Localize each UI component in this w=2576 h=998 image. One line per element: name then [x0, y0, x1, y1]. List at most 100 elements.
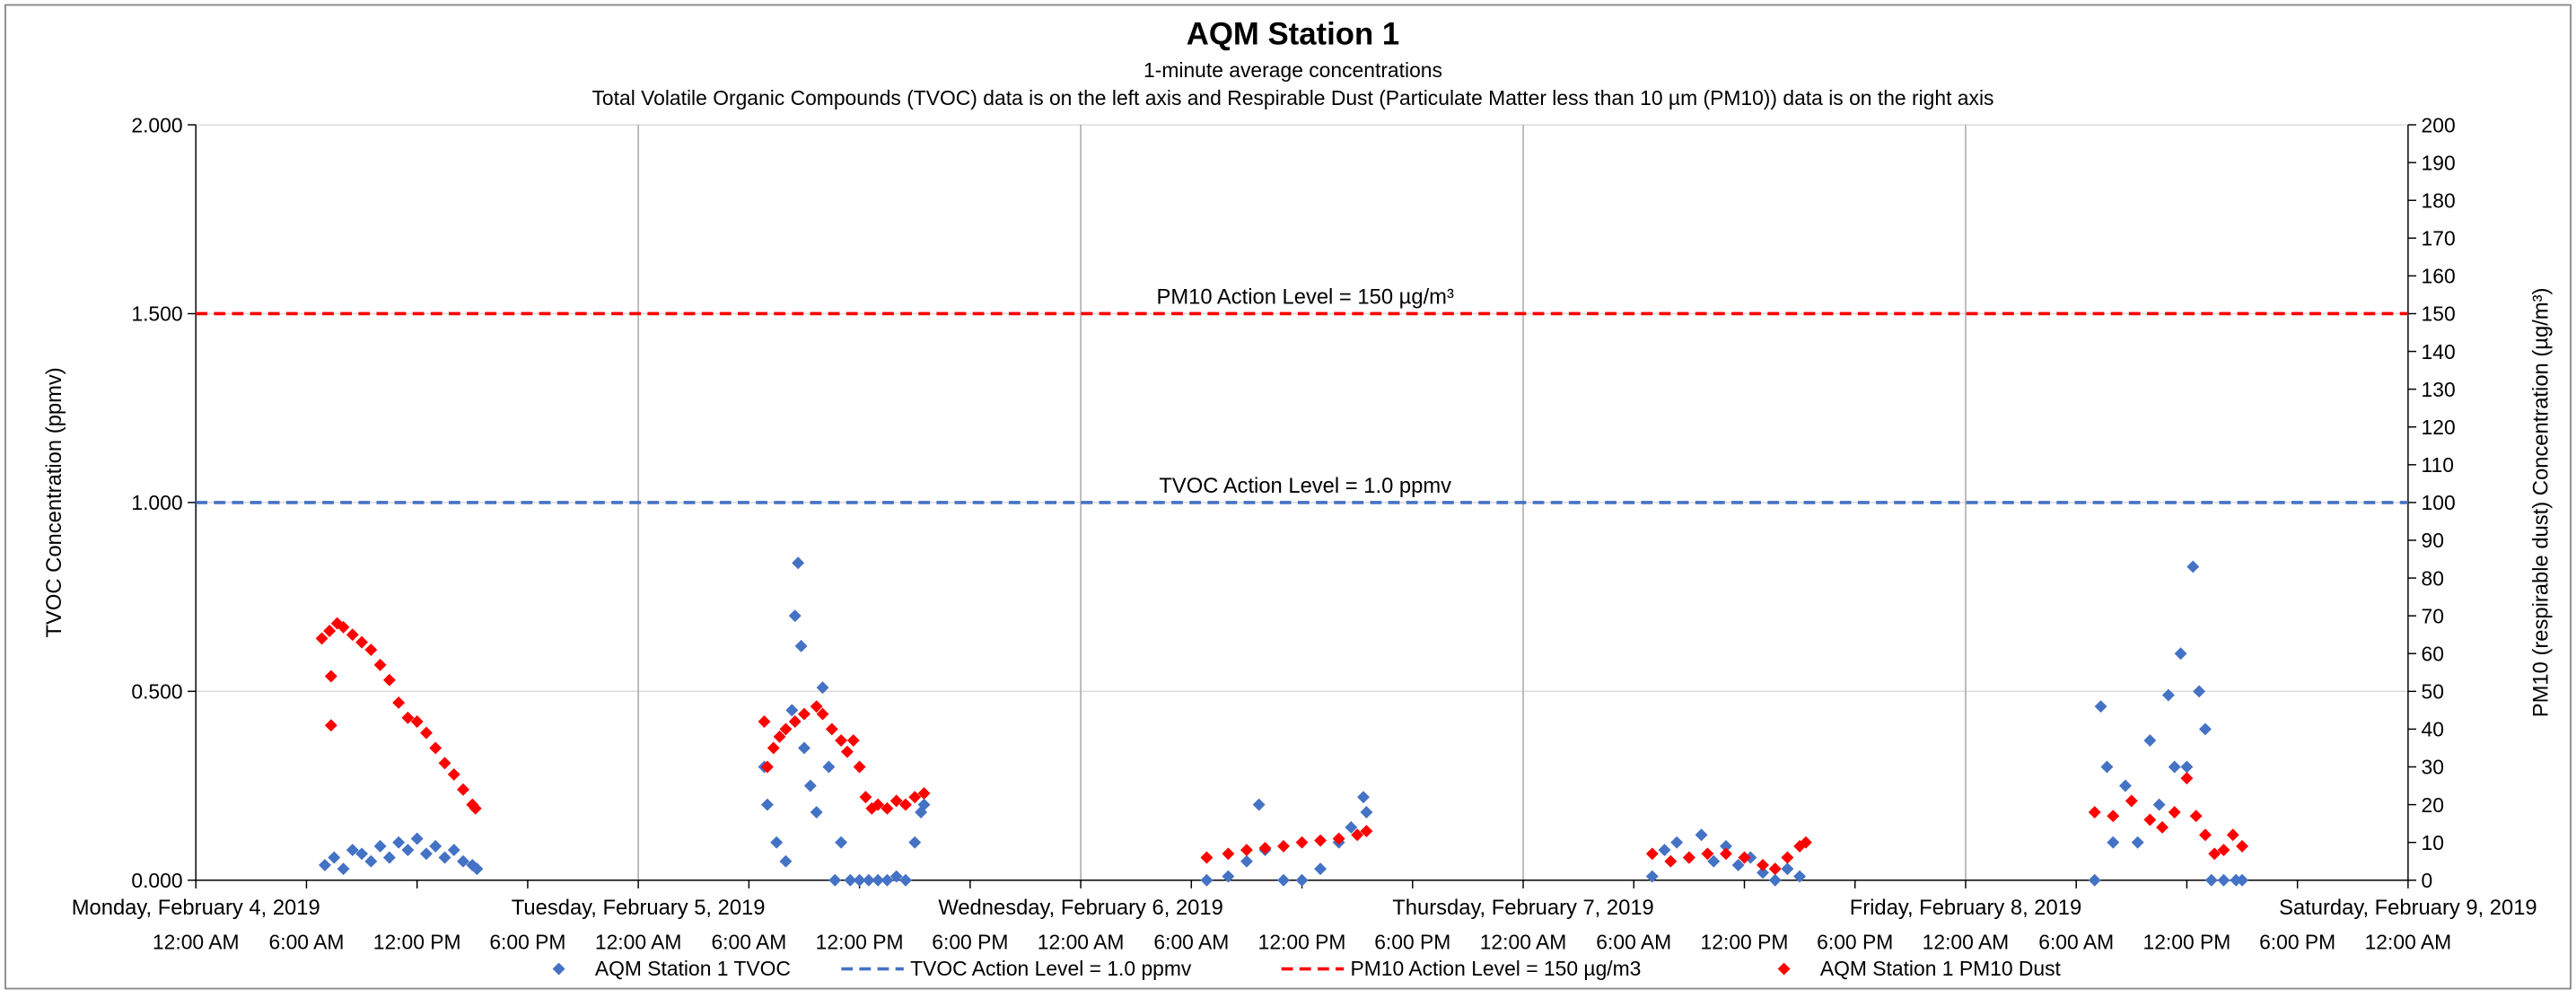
data-point	[457, 854, 469, 868]
data-point	[810, 700, 823, 713]
chart-note: Total Volatile Organic Compounds (TVOC) …	[591, 86, 1993, 109]
data-point	[419, 847, 433, 861]
data-point	[1357, 791, 1370, 804]
x-date-label: Monday, February 4, 2019	[72, 896, 320, 920]
data-point	[392, 836, 406, 849]
y2-tick-label: 90	[2422, 529, 2444, 552]
data-point	[2208, 847, 2221, 861]
x-tick-label: 6:00 AM	[2038, 931, 2114, 954]
data-point	[2152, 798, 2166, 811]
data-point	[2199, 828, 2212, 842]
data-point	[1719, 839, 1732, 853]
data-point	[881, 801, 894, 815]
data-point	[810, 806, 823, 819]
data-point	[1200, 851, 1214, 864]
x-tick-label: 6:00 PM	[489, 931, 565, 954]
y2-tick-label: 120	[2422, 416, 2456, 439]
data-point	[917, 787, 931, 800]
x-tick-label: 6:00 PM	[1374, 931, 1450, 954]
data-point	[770, 836, 784, 849]
x-tick-label: 12:00 AM	[1480, 931, 1567, 954]
data-point	[1277, 839, 1290, 853]
data-point	[410, 715, 424, 728]
data-point	[2168, 806, 2181, 819]
x-tick-label: 12:00 AM	[1923, 931, 2010, 954]
data-point	[1658, 844, 1671, 857]
legend-label: TVOC Action Level = 1.0 ppmv	[910, 957, 1192, 980]
data-point	[1793, 839, 1807, 853]
data-point	[846, 734, 860, 747]
data-point	[1719, 847, 1732, 861]
data-point	[2131, 836, 2144, 849]
data-point	[872, 873, 885, 887]
data-point	[1701, 847, 1714, 861]
data-point	[1670, 836, 1684, 849]
x-date-label: Thursday, February 7, 2019	[1392, 896, 1654, 920]
x-tick-label: 6:00 AM	[711, 931, 786, 954]
data-point	[410, 832, 424, 845]
y2-tick-label: 200	[2422, 113, 2456, 136]
x-tick-label: 6:00 PM	[932, 931, 1008, 954]
data-point	[324, 719, 337, 732]
data-point	[2125, 794, 2138, 808]
data-point	[2161, 688, 2175, 702]
data-point	[355, 635, 369, 649]
data-point	[798, 707, 810, 721]
data-point	[1314, 834, 1327, 847]
x-tick-label: 12:00 AM	[153, 931, 240, 954]
data-point	[364, 643, 378, 656]
data-point	[1781, 862, 1794, 876]
data-point	[917, 798, 931, 811]
data-point	[337, 862, 350, 876]
data-point	[1645, 870, 1659, 883]
data-point	[1768, 862, 1782, 876]
y2-tick-label: 130	[2422, 378, 2456, 401]
data-point	[2156, 820, 2169, 834]
data-point	[401, 711, 415, 724]
data-point	[364, 854, 378, 868]
y2-tick-label: 110	[2422, 453, 2454, 477]
data-point	[803, 779, 817, 792]
x-tick-label: 12:00 PM	[816, 931, 904, 954]
y2-tick-label: 80	[2422, 566, 2444, 590]
y-tick-label: 1.000	[131, 491, 182, 514]
data-point	[908, 791, 922, 804]
data-point	[2217, 844, 2230, 857]
data-point	[1222, 870, 1235, 883]
data-point	[2107, 810, 2120, 823]
y-axis-label: TVOC Concentration (ppmv)	[42, 367, 66, 637]
data-point	[373, 839, 387, 853]
data-point	[2107, 836, 2120, 849]
chart-frame	[4, 4, 2572, 990]
data-point	[2236, 839, 2248, 853]
x-tick-label: 12:00 PM	[373, 931, 461, 954]
data-point	[767, 741, 780, 755]
data-point	[1258, 842, 1272, 854]
data-point	[1360, 806, 1373, 819]
data-point	[1351, 828, 1364, 842]
x-tick-label: 6:00 PM	[2259, 931, 2335, 954]
data-point	[758, 715, 771, 728]
data-point	[323, 625, 337, 637]
data-point	[438, 757, 451, 770]
y-tick-label: 2.000	[131, 113, 182, 136]
data-point	[373, 658, 387, 671]
data-point	[908, 836, 922, 849]
y2-tick-label: 30	[2422, 756, 2444, 779]
y2-tick-label: 50	[2422, 680, 2444, 704]
y-tick-label: 0.000	[131, 869, 182, 892]
legend-label: PM10 Action Level = 150 µg/m3	[1351, 957, 1642, 980]
y2-tick-label: 10	[2422, 831, 2444, 854]
data-point	[355, 847, 369, 861]
chart-title: AQM Station 1	[1187, 17, 1399, 51]
data-point	[1200, 873, 1214, 887]
data-point	[1295, 836, 1309, 849]
y2-tick-label: 60	[2422, 642, 2444, 665]
data-point	[899, 798, 912, 811]
reference-annotation: TVOC Action Level = 1.0 ppmv	[1159, 474, 1451, 498]
data-point	[2143, 813, 2157, 827]
data-point	[785, 704, 799, 717]
data-point	[2088, 806, 2101, 819]
